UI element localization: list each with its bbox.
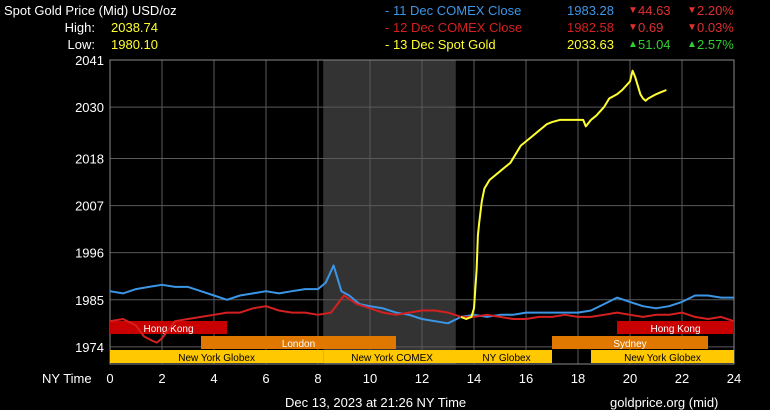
- x-tick-label: 10: [363, 371, 377, 386]
- high-label: High:: [64, 20, 95, 35]
- plot-border: [109, 59, 735, 365]
- x-tick-label: 24: [727, 371, 741, 386]
- session-label: NY Globex: [482, 353, 530, 364]
- change-arrow-icon: ▼: [687, 22, 697, 33]
- series-price: 2033.63: [567, 37, 614, 52]
- y-tick-label: 1974: [75, 340, 104, 355]
- comex-hours-shade: [323, 60, 456, 364]
- series-change: 44.63: [638, 3, 671, 18]
- series-pct: 0.03%: [697, 20, 734, 35]
- x-tick-label: 8: [314, 371, 321, 386]
- session-bar: [461, 350, 552, 363]
- series-label: - 11 Dec COMEX Close: [385, 3, 522, 18]
- session-label: Hong Kong: [650, 324, 700, 335]
- x-tick-label: 12: [415, 371, 429, 386]
- y-tick-label: 2030: [75, 100, 104, 115]
- change-arrow-icon: ▲: [628, 39, 638, 50]
- series-label: - 12 Dec COMEX Close: [385, 20, 523, 35]
- series-pct: 2.20%: [697, 3, 734, 18]
- chart-title: Spot Gold Price (Mid) USD/oz: [4, 3, 177, 18]
- y-tick-label: 1985: [75, 293, 104, 308]
- series-change: 0.69: [638, 20, 664, 35]
- change-arrow-icon: ▲: [687, 39, 697, 50]
- series-label: - 13 Dec Spot Gold: [385, 37, 496, 52]
- series-pct: 2.57%: [697, 37, 734, 52]
- session-bar: [201, 336, 396, 349]
- x-tick-label: 20: [623, 371, 637, 386]
- series-change: 51.04: [638, 37, 671, 52]
- x-tick-label: 22: [675, 371, 689, 386]
- session-label: Sydney: [613, 339, 646, 350]
- low-value: 1980.10: [111, 37, 158, 52]
- y-tick-label: 2018: [75, 151, 104, 166]
- series-price: 1983.28: [567, 3, 614, 18]
- x-axis-label: NY Time: [42, 371, 92, 386]
- timestamp: Dec 13, 2023 at 21:26 NY Time: [285, 395, 467, 410]
- change-arrow-icon: ▼: [628, 22, 638, 33]
- session-label: New York Globex: [624, 353, 701, 364]
- series-line: [109, 264, 734, 325]
- x-tick-label: 6: [262, 371, 269, 386]
- source-credit: goldprice.org (mid): [610, 395, 719, 410]
- session-label: New York Globex: [178, 353, 255, 364]
- high-value: 2038.74: [111, 20, 158, 35]
- y-tick-label: 1996: [75, 246, 104, 261]
- session-bar: [591, 350, 734, 363]
- x-tick-label: 18: [571, 371, 585, 386]
- series-line: [109, 294, 735, 344]
- low-label: Low:: [67, 37, 95, 52]
- change-arrow-icon: ▼: [628, 5, 638, 16]
- session-bar: [323, 350, 461, 363]
- session-bar: [617, 321, 734, 334]
- session-bar: [552, 336, 708, 349]
- session-label: London: [282, 339, 315, 350]
- x-tick-label: 16: [519, 371, 533, 386]
- change-arrow-icon: ▼: [687, 5, 697, 16]
- y-tick-label: 2041: [75, 53, 104, 68]
- x-tick-label: 14: [467, 371, 481, 386]
- session-label: New York COMEX: [351, 353, 433, 364]
- series-line: [460, 69, 667, 320]
- session-bar: [110, 350, 324, 363]
- x-tick-label: 4: [210, 371, 217, 386]
- x-tick-label: 2: [158, 371, 165, 386]
- x-tick-label: 0: [106, 371, 113, 386]
- y-tick-label: 2007: [75, 199, 104, 214]
- series-price: 1982.58: [567, 20, 614, 35]
